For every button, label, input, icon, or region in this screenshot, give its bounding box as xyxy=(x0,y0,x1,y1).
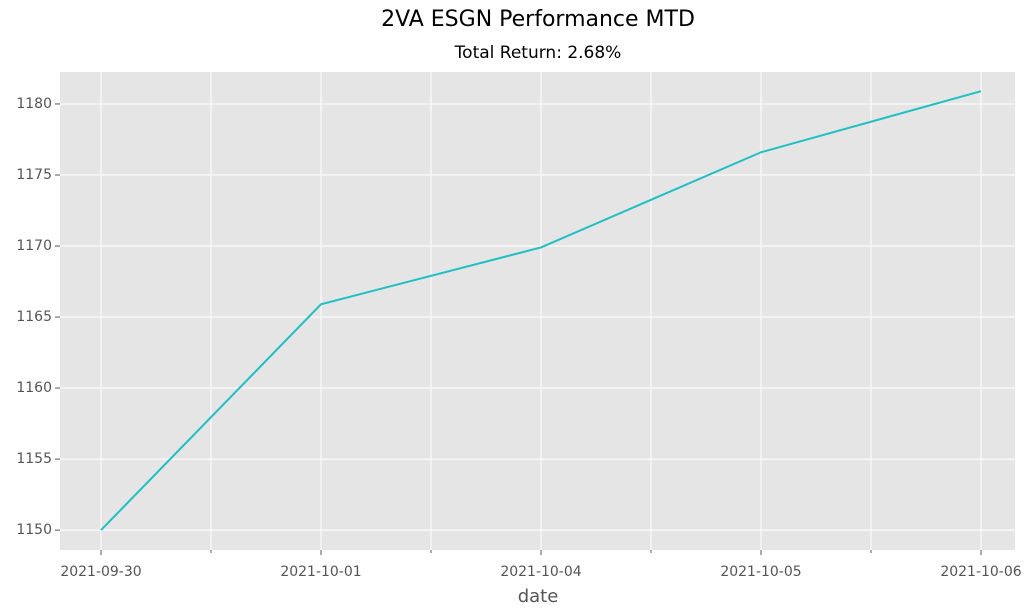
x-tick-label: 2021-10-01 xyxy=(280,564,361,580)
x-tick-label: 2021-10-04 xyxy=(500,564,581,580)
chart-subtitle: Total Return: 2.68% xyxy=(454,43,622,63)
y-tick-label: 1180 xyxy=(16,96,52,112)
chart-title: 2VA ESGN Performance MTD xyxy=(381,7,695,32)
x-tick-label: 2021-10-06 xyxy=(940,564,1021,580)
x-tick-label: 2021-10-05 xyxy=(720,564,801,580)
plot-area xyxy=(60,72,1015,550)
y-tick-label: 1155 xyxy=(16,451,52,467)
y-tick-label: 1150 xyxy=(16,522,52,538)
x-axis-label: date xyxy=(518,586,559,607)
y-tick-label: 1175 xyxy=(16,167,52,183)
x-tick-label: 2021-09-30 xyxy=(60,564,141,580)
y-tick-label: 1170 xyxy=(16,238,52,254)
y-tick-label: 1160 xyxy=(16,380,52,396)
y-tick-label: 1165 xyxy=(16,309,52,325)
line xyxy=(100,90,982,531)
